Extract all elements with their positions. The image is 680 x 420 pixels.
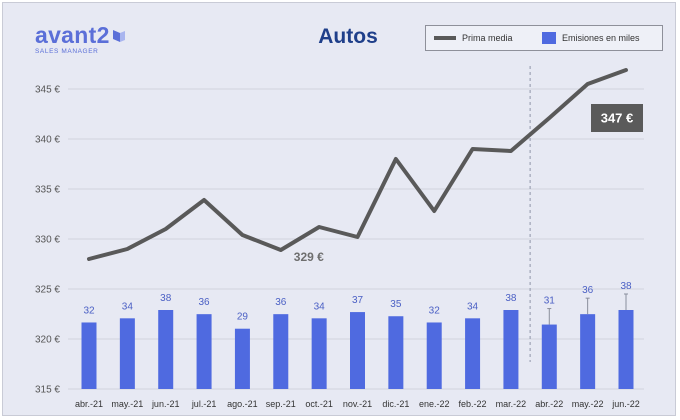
bar <box>618 310 634 389</box>
x-tick-label: sep.-21 <box>266 399 296 409</box>
legend-swatch-line <box>434 36 456 40</box>
bar-value-label: 34 <box>122 301 134 312</box>
x-tick-label: dic.-21 <box>382 399 409 409</box>
x-tick-label: nov.-21 <box>343 399 372 409</box>
bar <box>196 314 212 389</box>
legend-item-bar: Emisiones en miles <box>542 26 640 50</box>
bar <box>388 316 404 389</box>
brand-logo: avant2 SALES MANAGER <box>35 23 125 55</box>
bar-value-label: 34 <box>314 301 326 312</box>
series-line-prima-media <box>87 68 628 261</box>
y-tick-label: 320 € <box>35 335 60 346</box>
bar <box>119 318 135 389</box>
logo-mark-icon <box>112 30 125 42</box>
bar <box>273 314 289 389</box>
bar <box>234 328 250 389</box>
legend-label-line: Prima media <box>462 33 513 43</box>
annotation-label: 347 € <box>601 111 634 126</box>
bar-value-label: 37 <box>352 295 364 306</box>
bar-value-label: 34 <box>467 301 479 312</box>
y-tick-label: 315 € <box>35 385 60 396</box>
bar-value-label: 36 <box>199 297 211 308</box>
bar-value-label: 38 <box>505 293 517 304</box>
y-tick-label: 335 € <box>35 185 60 196</box>
x-tick-label: abr.-22 <box>535 399 563 409</box>
y-tick-label: 345 € <box>35 85 60 96</box>
bar-value-label: 29 <box>237 312 249 323</box>
y-tick-label: 330 € <box>35 235 60 246</box>
chart-legend: Prima media Emisiones en miles <box>425 25 663 51</box>
y-tick-label: 340 € <box>35 135 60 146</box>
legend-swatch-bar <box>542 32 556 44</box>
bar <box>541 324 557 389</box>
bar <box>580 314 596 389</box>
x-tick-label: jul.-21 <box>191 399 217 409</box>
bar <box>311 318 327 389</box>
x-tick-label: abr.-21 <box>75 399 103 409</box>
bar-value-label: 35 <box>390 299 402 310</box>
bar-value-label: 36 <box>582 285 594 296</box>
bar-value-label: 38 <box>160 293 172 304</box>
chart-title: Autos <box>318 25 378 48</box>
bar-value-label: 32 <box>83 305 95 316</box>
bar <box>158 310 174 389</box>
logo-tagline: SALES MANAGER <box>35 48 99 55</box>
x-tick-label: oct.-21 <box>305 399 333 409</box>
legend-item-line: Prima media <box>434 26 513 50</box>
annotation-box <box>591 104 643 132</box>
x-tick-label: may.-22 <box>572 399 604 409</box>
bar-value-label: 38 <box>620 281 632 292</box>
y-tick-label: 325 € <box>35 285 60 296</box>
bar <box>81 322 97 389</box>
bar <box>465 318 481 389</box>
bar-value-label: 32 <box>429 305 441 316</box>
legend-label-bar: Emisiones en miles <box>562 33 640 43</box>
bar-value-label: 36 <box>275 297 287 308</box>
bar-value-label: 31 <box>544 296 556 307</box>
x-tick-label: may.-21 <box>111 399 143 409</box>
x-tick-label: jun.-21 <box>151 399 180 409</box>
x-tick-label: ago.-21 <box>227 399 258 409</box>
annotation-label: 329 € <box>294 250 324 264</box>
x-tick-label: feb.-22 <box>459 399 487 409</box>
logo-text: avant2 <box>35 22 110 48</box>
chart-frame: avant2 SALES MANAGER Autos Prima media E… <box>2 2 676 416</box>
x-tick-label: mar.-22 <box>496 399 527 409</box>
x-tick-label: jun.-22 <box>611 399 640 409</box>
bar <box>503 310 519 389</box>
bar <box>350 312 365 389</box>
x-tick-label: ene.-22 <box>419 399 450 409</box>
bar <box>426 322 442 389</box>
